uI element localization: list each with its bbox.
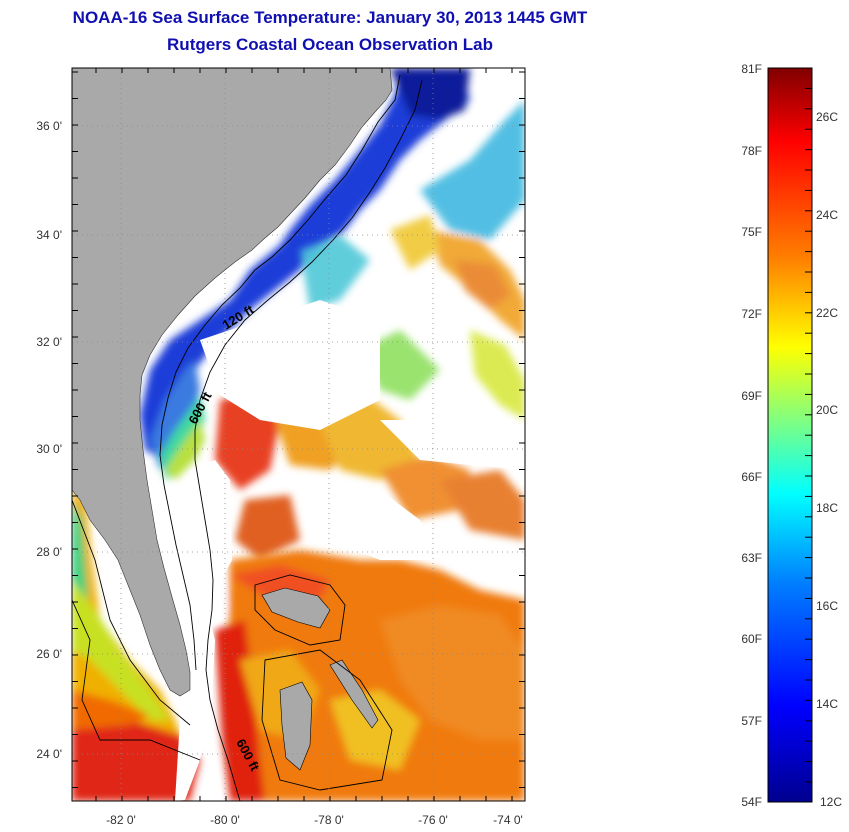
lon-label: -74 0' <box>493 813 523 827</box>
colorbar-c-label: 14C <box>816 697 838 711</box>
colorbar-f-label: 63F <box>741 551 762 565</box>
land-bahamas-andros <box>279 681 313 771</box>
lon-label: -78 0' <box>314 813 344 827</box>
lat-label: 24 0' <box>36 747 62 761</box>
contour-bahamas-bank <box>254 574 346 646</box>
land-southeast-us <box>72 68 393 697</box>
colorbar-c-label: 26C <box>816 110 838 124</box>
contour-600ft <box>194 79 423 801</box>
axis-ticks <box>72 68 525 801</box>
lon-label: -82 0' <box>106 813 136 827</box>
colorbar-f-label: 54F <box>741 795 762 809</box>
colorbar-f-label: 81F <box>741 62 762 76</box>
colorbar-f-label: 75F <box>741 225 762 239</box>
colorbar-f-label: 78F <box>741 144 762 158</box>
colorbar-c-label: 18C <box>816 501 838 515</box>
colorbar-gradient <box>767 67 813 803</box>
temperature-colorbar: 81F 78F 75F 72F 69F 66F 63F 60F 57F 54F … <box>741 62 842 809</box>
land-bahamas-eleuthera <box>329 659 379 729</box>
contour-florida-shelf <box>72 499 191 726</box>
colorbar-f-label: 57F <box>741 714 762 728</box>
lat-label: 36 0' <box>36 119 62 133</box>
colorbar-c-label: 20C <box>816 403 838 417</box>
lon-axis-labels: -82 0' -80 0' -78 0' -76 0' -74 0' <box>106 813 523 827</box>
colorbar-f-label: 72F <box>741 307 762 321</box>
colorbar-c-label: 16C <box>816 599 838 613</box>
land-bahamas-grand <box>261 587 331 629</box>
lat-label: 26 0' <box>36 647 62 661</box>
colorbar-ticks <box>805 67 812 783</box>
bathymetry-contours <box>72 74 423 801</box>
colorbar-c-label: 24C <box>816 208 838 222</box>
map-panel: 120 ft 600 ft 600 ft <box>72 68 525 801</box>
lat-label: 30 0' <box>36 442 62 456</box>
lat-label: 34 0' <box>36 228 62 242</box>
colorbar-f-label: 69F <box>741 389 762 403</box>
lat-label: 32 0' <box>36 335 62 349</box>
lat-label: 28 0' <box>36 545 62 559</box>
colorbar-f-label: 66F <box>741 470 762 484</box>
colorbar-c-label: 12C <box>820 795 842 809</box>
lat-axis-labels: 36 0' 34 0' 32 0' 30 0' 28 0' 26 0' 24 0… <box>36 119 62 761</box>
map-title: NOAA-16 Sea Surface Temperature: January… <box>72 8 588 27</box>
colorbar-f-label: 60F <box>741 632 762 646</box>
graticule <box>72 68 525 801</box>
colorbar-c-label: 22C <box>816 306 838 320</box>
lon-label: -80 0' <box>210 813 240 827</box>
contour-120ft <box>159 74 401 671</box>
map-subtitle: Rutgers Coastal Ocean Observation Lab <box>167 35 493 54</box>
contour-andros-bank <box>261 649 393 791</box>
map-frame <box>71 67 526 802</box>
contour-gulf-outer <box>72 599 201 761</box>
lon-label: -76 0' <box>418 813 448 827</box>
